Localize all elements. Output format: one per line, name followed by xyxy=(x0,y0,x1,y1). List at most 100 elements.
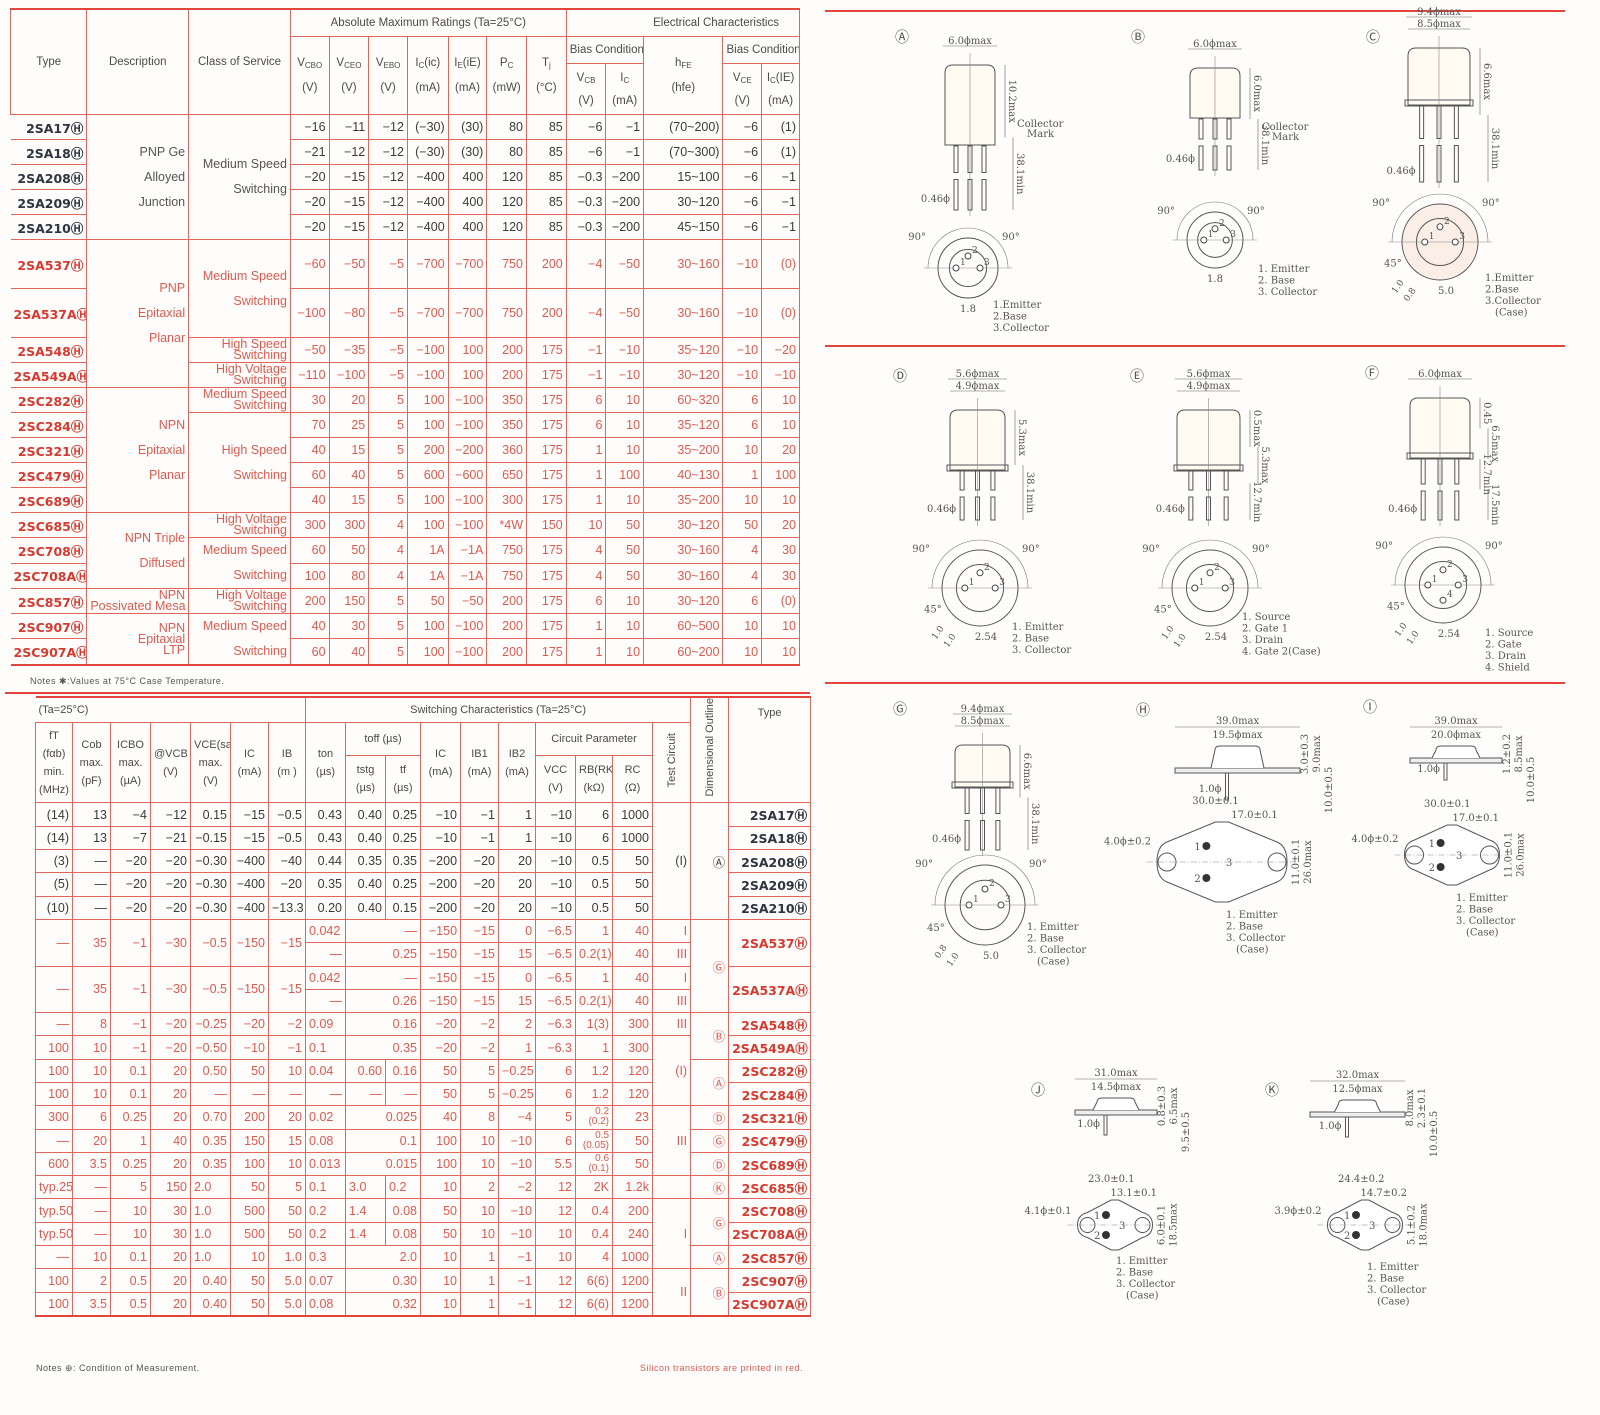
column-header: IB2 (mA) xyxy=(498,721,537,804)
value-cell: −1 xyxy=(460,825,500,851)
angle-label: 90° xyxy=(1252,544,1270,555)
value-cell: −20 xyxy=(267,872,307,897)
height-dimension-label: 38.1min xyxy=(1024,472,1035,514)
symbol-subscript: C xyxy=(770,75,776,85)
value-cell: 0.35 xyxy=(345,849,387,874)
pin-number-label: 1 xyxy=(1429,839,1435,850)
type-cell: 2SA18Ⓗ xyxy=(10,139,88,165)
angle-label: 90° xyxy=(1022,544,1040,555)
value-cell: 200 xyxy=(486,612,527,640)
value-cell: 35 xyxy=(72,965,111,1014)
value-cell: 0.08 xyxy=(305,1128,347,1153)
type-cell: 2SA210Ⓗ xyxy=(728,895,812,920)
lead xyxy=(967,145,973,173)
value-cell: Ⓐ xyxy=(690,1245,730,1270)
class-of-service-cell: High Speed Switching xyxy=(188,412,291,513)
value-cell: 200 xyxy=(526,288,567,338)
value-cell: −12 xyxy=(368,189,408,215)
mounting-flange xyxy=(1074,1109,1158,1116)
value-cell: −10 xyxy=(230,1035,269,1060)
height-dimension-label: 5.3max xyxy=(1016,419,1027,456)
type-cell: 2SC907AⒽ xyxy=(728,1291,812,1317)
height-dimension-label: 10.0±0.5 xyxy=(1526,757,1537,804)
value-cell: −1 xyxy=(498,1291,537,1317)
group-line: Switching xyxy=(233,568,287,582)
value-cell: −6.5 xyxy=(535,965,577,990)
angle-label: 90° xyxy=(1029,859,1047,870)
value-cell: −6 xyxy=(722,164,763,190)
pin xyxy=(1439,596,1447,604)
dimension-label: 30.0±0.1 xyxy=(1192,796,1239,807)
pin xyxy=(1221,584,1229,592)
tab-dimension-label: 0.8 xyxy=(1402,286,1419,304)
table-row: 2SA17Ⓗ PNP Ge Alloyed Junction Medium Speed S… xyxy=(10,114,800,240)
value-cell: 750 xyxy=(486,239,527,289)
pin-legend-line: 2. Base xyxy=(1456,905,1493,916)
group-line: Epitaxial xyxy=(137,306,186,320)
package-base xyxy=(1156,821,1288,903)
header-inner xyxy=(1185,563,1235,613)
lead xyxy=(1443,762,1448,781)
value-cell: −10 xyxy=(420,802,462,827)
value-cell: 1000 xyxy=(612,825,654,851)
table-row: (10) — −20 −20 −0.30 −400 −13.3 0.20 0.40 0.15 −20… xyxy=(35,895,812,920)
value-cell: Ⓖ xyxy=(690,1128,730,1153)
value-cell: −700 xyxy=(406,288,449,338)
column-header: VCBO (V) xyxy=(289,36,330,115)
angle-arc xyxy=(934,854,1036,906)
value-cell: −4 xyxy=(565,288,607,338)
symbol-subscript: C xyxy=(418,61,425,70)
value-cell: — xyxy=(345,1081,387,1107)
symbol: V xyxy=(375,57,384,69)
value-cell: −15 xyxy=(328,214,370,240)
type-cell: 2SC708AⒽ xyxy=(728,1221,812,1247)
header-line: max. xyxy=(79,756,104,769)
value-cell: 6 xyxy=(722,387,763,413)
value-cell: 6 xyxy=(575,802,614,827)
symbol-subscript: CB xyxy=(584,75,596,85)
pin-number-label: 3 xyxy=(1119,1221,1125,1232)
header-line: (fαb) xyxy=(42,747,66,760)
value-cell: 1.0 xyxy=(190,1245,231,1270)
value-cell: −16 xyxy=(289,114,330,140)
pin-legend-line: 1. Emitter xyxy=(1456,893,1508,904)
description-header: Description xyxy=(86,8,190,115)
value-cell: 20 xyxy=(150,1105,191,1130)
lead xyxy=(1206,470,1211,491)
value-cell: 50 xyxy=(406,588,449,614)
header-outer xyxy=(944,864,1026,946)
table-row: typ.25—5 150 2.0 50 5 0.1 3.0 0.2 10 2 −2 12 2K 1.2k Ⓚ… xyxy=(35,1175,812,1200)
type-cell: 2SA208Ⓗ xyxy=(10,164,88,190)
value-cell: 6 xyxy=(535,1128,577,1153)
pin xyxy=(1202,842,1211,850)
value-cell: 175 xyxy=(526,412,567,438)
outline-8 xyxy=(1147,726,1301,903)
tab-dimension-label: 0.8 xyxy=(933,943,950,961)
pin-legend-line: 1. Emitter xyxy=(1012,622,1064,633)
angle-label: 90° xyxy=(908,232,926,243)
column-header: IE(iE) (mA) xyxy=(447,36,488,115)
group-line: Epitaxial xyxy=(137,631,186,646)
height-dimension-label: 0.45 xyxy=(1481,402,1492,424)
height-dimension-label: 6.6max xyxy=(1481,63,1492,100)
lead-diameter-label: 0.46ϕ xyxy=(1388,504,1417,515)
pin xyxy=(1200,236,1208,244)
table-row: (14) 13 −4 −12 0.15 −15 −0.5 0.43 0.40 0.25 −10 −1 1… xyxy=(35,802,812,920)
angle-arc xyxy=(927,227,1009,269)
value-cell: 50 xyxy=(267,1198,307,1223)
value-cell: −0.5 xyxy=(267,802,307,827)
header-outer xyxy=(1171,549,1249,627)
value-cell: 0.2(1) xyxy=(575,988,614,1014)
value-cell: 0.2(1) xyxy=(575,942,614,967)
table-row: —35 −1 −30 −0.5 −150 −15 0.042— −150 −15 0 −6.5 1 40… xyxy=(35,965,812,1014)
lead xyxy=(1437,458,1443,485)
hole-diameter-label: 4.0ϕ±0.2 xyxy=(1104,836,1151,847)
header-line: (mA) xyxy=(428,765,453,778)
value-cell: 12 xyxy=(535,1291,577,1317)
width-dimension-label: 39.0max xyxy=(1216,716,1260,727)
value-cell: 0.2 (0.2) xyxy=(575,1105,614,1130)
value-cell: 0.042 xyxy=(305,918,347,944)
header-outer xyxy=(1404,546,1482,624)
outline-letter-label: Ⓓ xyxy=(893,369,907,385)
group-line: Medium Speed xyxy=(202,543,287,557)
